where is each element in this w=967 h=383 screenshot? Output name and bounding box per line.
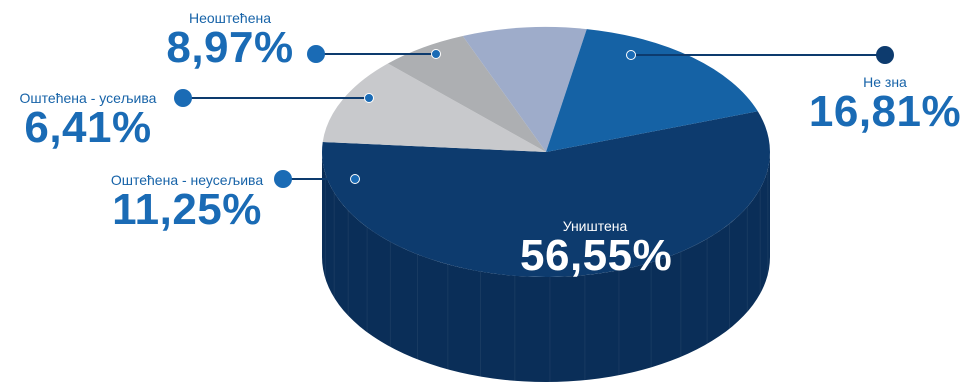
- slice-label-unistena: Уништена: [562, 218, 628, 234]
- slice-не-зна: [546, 29, 758, 152]
- slice-уништена: [322, 111, 770, 277]
- pie-top: [322, 27, 770, 277]
- slice-percent-ostecena-neuseljiva: 11,25%: [112, 185, 262, 234]
- slice-percent-neostecena: 8,97%: [166, 23, 294, 72]
- callout-neostecena: Неоштећена 8,97%: [160, 10, 300, 70]
- slice-неоштећена: [462, 27, 587, 153]
- leader-anchor-1: [350, 174, 360, 184]
- leader-marker-4: [876, 46, 894, 64]
- pie-sides: [322, 152, 770, 382]
- callout-unistena: Уништена 56,55%: [520, 218, 673, 280]
- slice-percent-ostecena-useljiva: 6,41%: [24, 103, 152, 152]
- slice-оштећена-неусељива: [322, 63, 546, 152]
- leader-anchor-4: [626, 50, 636, 60]
- slice-label-ostecena-neuseljiva: Оштећена - неусељива: [110, 172, 264, 188]
- leader-anchor-3: [431, 49, 441, 59]
- slice-label-neostecena: Неоштећена: [188, 10, 272, 26]
- callout-ne-zna: Не зна 16,81%: [800, 74, 967, 134]
- leader-lines: [174, 45, 894, 188]
- slice-оштећена-усељива: [387, 35, 546, 152]
- leader-marker-1: [274, 170, 292, 188]
- slice-label-ne-zna: Не зна: [863, 74, 907, 90]
- slice-percent-unistena: 56,55%: [520, 231, 673, 280]
- leader-marker-2: [174, 89, 192, 107]
- callout-ostecena-neuseljiva: Оштећена - неусељива 11,25%: [92, 172, 282, 232]
- slice-percent-ne-zna: 16,81%: [808, 87, 962, 136]
- slice-label-ostecena-useljiva: Оштећена - усељива: [19, 90, 157, 106]
- slice-side-0: [322, 152, 770, 382]
- leader-anchor-2: [364, 93, 374, 103]
- callout-ostecena-useljiva: Оштећена - усељива 6,41%: [6, 90, 170, 150]
- leader-marker-3: [307, 45, 325, 63]
